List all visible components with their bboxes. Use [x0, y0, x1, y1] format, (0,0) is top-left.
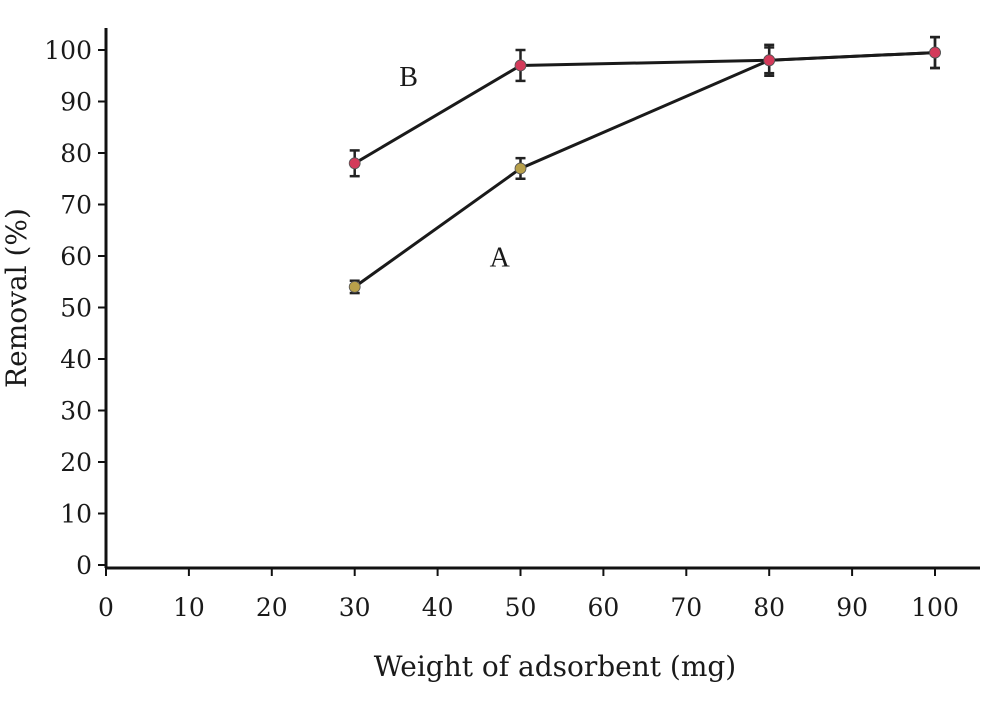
x-tick-label: 0 [98, 593, 114, 622]
x-tick-label: 90 [836, 593, 868, 622]
series-layer: AB [348, 35, 941, 295]
data-point-b [763, 54, 776, 67]
y-tick-label: 0 [76, 551, 92, 580]
x-tick-label: 60 [587, 593, 619, 622]
y-tick-label: 40 [60, 345, 92, 374]
y-tick-label: 70 [60, 191, 92, 220]
y-tick-label: 60 [60, 242, 92, 271]
y-tick-label: 10 [60, 500, 92, 529]
x-tick-label: 100 [911, 593, 959, 622]
y-axis-title: Removal (%) [0, 208, 33, 388]
series-line-a [353, 51, 936, 289]
data-point-a [348, 280, 361, 293]
data-point-b [348, 157, 361, 170]
x-tick-label: 40 [422, 593, 454, 622]
y-tick-label: 80 [60, 139, 92, 168]
y-axis-ticks: 0 10 20 30 40 50 60 70 80 90 100 [44, 36, 106, 580]
y-tick-label: 50 [60, 294, 92, 323]
y-tick-label: 90 [60, 88, 92, 117]
x-tick-label: 80 [753, 593, 785, 622]
y-tick-label: 20 [60, 448, 92, 477]
x-axis-title: Weight of adsorbent (mg) [374, 650, 736, 683]
x-tick-label: 10 [173, 593, 205, 622]
data-point-a [514, 162, 527, 175]
x-axis-ticks: 0 10 20 30 40 50 60 70 80 90 100 [98, 568, 959, 622]
data-point-b [514, 59, 527, 72]
data-point-b [929, 46, 941, 59]
y-tick-label: 100 [44, 36, 92, 65]
series-label-b: B [399, 62, 418, 93]
x-tick-label: 70 [670, 593, 702, 622]
series-label-a: A [490, 242, 511, 273]
x-tick-label: 20 [256, 593, 288, 622]
series-line-b [353, 51, 936, 165]
y-tick-label: 30 [60, 397, 92, 426]
x-tick-label: 50 [505, 593, 537, 622]
x-tick-label: 30 [339, 593, 371, 622]
